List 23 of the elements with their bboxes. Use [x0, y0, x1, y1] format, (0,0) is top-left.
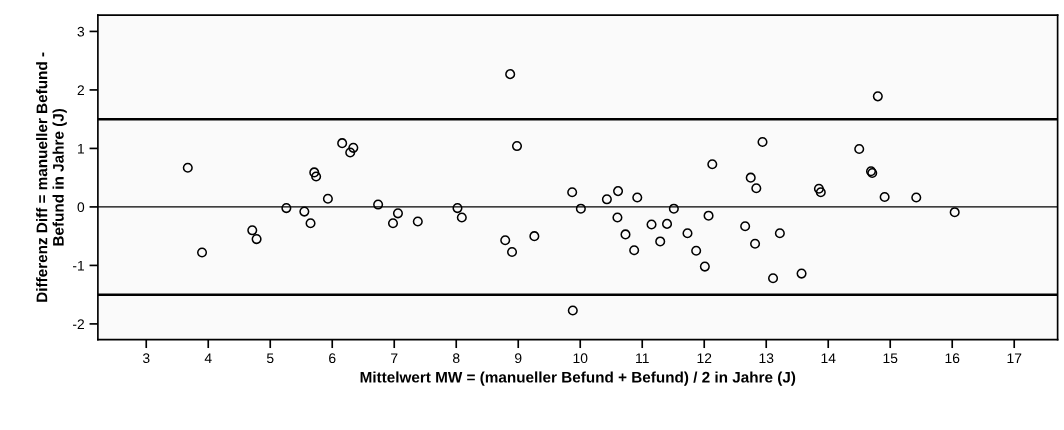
x-tick-label: 4 — [204, 353, 212, 363]
y-axis-title: Differenz Diff = manueller Befund - Befund in Jahre (J) — [36, 52, 67, 302]
y-tick-label: 2 — [77, 85, 84, 95]
x-tick-label: 15 — [883, 353, 898, 364]
x-tick-label: 17 — [1007, 353, 1022, 363]
x-tick-label: 6 — [329, 353, 336, 364]
x-tick-label: 16 — [945, 353, 960, 364]
x-tick-label: 10 — [573, 353, 588, 364]
x-tick-label: 11 — [636, 353, 649, 363]
x-tick-label: 14 — [821, 353, 836, 363]
x-tick-label: 7 — [391, 353, 398, 363]
y-tick-label: -1 — [72, 260, 85, 271]
x-tick-label: 12 — [697, 353, 712, 363]
x-tick-label: 3 — [142, 353, 150, 364]
y-tick-label: 3 — [77, 26, 85, 37]
x-axis-title: Mittelwert MW = (manueller Befund + Befund) / 2 in Jahre (J) — [360, 371, 796, 386]
x-tick-label: 8 — [452, 353, 460, 364]
x-tick-label: 9 — [515, 353, 522, 364]
y-tick-label: -2 — [72, 319, 84, 329]
y-tick-label: 1 — [78, 143, 85, 154]
x-tick-label: 5 — [266, 353, 274, 364]
y-tick-label: 0 — [77, 202, 85, 213]
x-tick-label: 13 — [759, 353, 774, 364]
